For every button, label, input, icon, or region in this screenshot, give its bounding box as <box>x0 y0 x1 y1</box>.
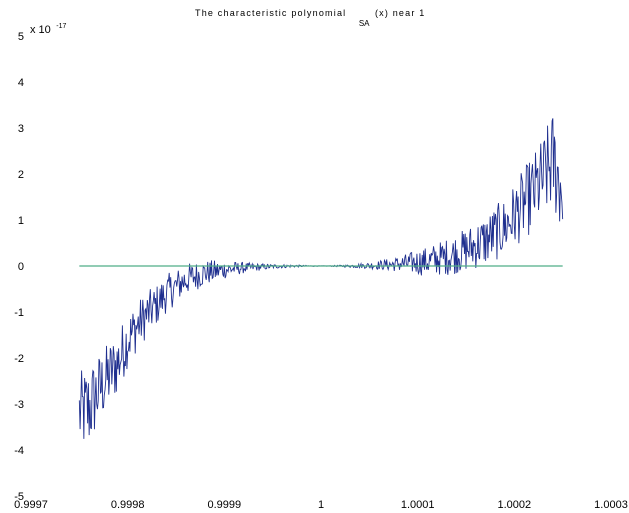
x-tick-label: 1.0003 <box>594 499 628 511</box>
y-tick-label: -2 <box>14 353 24 365</box>
y-tick-label: 5 <box>18 31 24 43</box>
x-tick-label: 1.0001 <box>401 499 435 511</box>
x-tick-label: 0.9999 <box>208 499 242 511</box>
x-tick-labels: 0.9997 0.9998 0.9999 1 1.0001 1.0002 1.0003 <box>14 499 628 511</box>
y-tick-label: 0 <box>18 261 24 273</box>
chart-title: The characteristic polynomial SA (x) nea… <box>195 3 425 30</box>
y-exponent-base: x 10 <box>30 24 51 36</box>
y-tick-label: 1 <box>18 215 24 227</box>
y-tick-label: 2 <box>18 169 24 181</box>
y-tick-label: -1 <box>14 307 24 319</box>
title-suffix: (x) near 1 <box>375 8 426 18</box>
y-exponent: x 10 -17 <box>30 20 66 37</box>
y-tick-label: -4 <box>14 445 24 457</box>
series-line-polynomial <box>78 118 564 439</box>
y-tick-label: 3 <box>18 123 24 135</box>
y-exponent-power: -17 <box>56 23 66 30</box>
x-tick-label: 1.0002 <box>498 499 532 511</box>
series-layer <box>78 118 564 439</box>
y-tick-label: 4 <box>18 77 24 89</box>
y-tick-labels: -5 -4 -3 -2 -1 0 1 2 3 4 5 <box>14 31 24 503</box>
y-tick-label: -3 <box>14 399 24 411</box>
x-tick-label: 1 <box>318 499 324 511</box>
y-tick-label: -5 <box>14 491 24 503</box>
x-tick-label: 0.9998 <box>111 499 145 511</box>
x-tick-label: 0.9997 <box>14 499 48 511</box>
title-subscript: SA <box>359 19 370 28</box>
title-main: The characteristic polynomial <box>195 8 346 18</box>
